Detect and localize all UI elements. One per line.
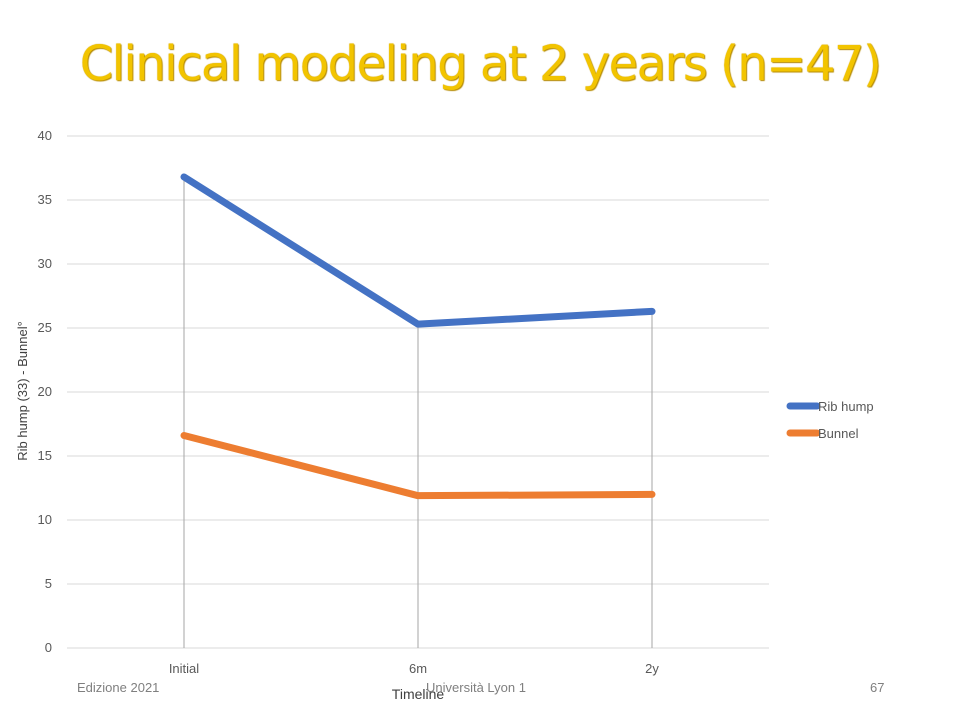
- legend: Rib hump Bunnel: [786, 399, 874, 441]
- x-tick-label: 6m: [409, 661, 427, 676]
- y-tick-label: 10: [38, 512, 52, 527]
- y-tick-label: 15: [38, 448, 52, 463]
- slide-number: 67: [870, 680, 885, 695]
- drop-lines: [183, 176, 653, 648]
- footer-edition: Edizione 2021: [77, 680, 160, 695]
- footer-institution: Università Lyon 1: [426, 680, 526, 695]
- series-line-rib-hump: [180, 173, 656, 328]
- slide-title: Clinical modeling at 2 years (n=47): [79, 36, 882, 92]
- legend-label-bunnel: Bunnel: [818, 426, 859, 441]
- legend-label-rib-hump: Rib hump: [818, 399, 874, 414]
- x-tick-label: 2y: [645, 661, 659, 676]
- y-tick-label: 25: [38, 320, 52, 335]
- y-axis-label: Rib hump (33) - Bunnel°: [15, 321, 30, 461]
- x-axis-label: Timeline: [392, 686, 445, 702]
- series-lines: [180, 173, 656, 500]
- y-tick-label: 0: [45, 640, 52, 655]
- y-tick-label: 20: [38, 384, 52, 399]
- y-tick-label: 30: [38, 256, 52, 271]
- y-tick-label: 35: [38, 192, 52, 207]
- x-tick-label: Initial: [169, 661, 199, 676]
- y-tick-label: 5: [45, 576, 52, 591]
- series-line-bunnel: [180, 432, 656, 500]
- y-tick-label: 40: [38, 128, 52, 143]
- y-axis-tick-labels: 0 5 10 15 20 25 30 35 40: [38, 128, 52, 655]
- x-axis-tick-labels: Initial 6m 2y: [169, 661, 660, 676]
